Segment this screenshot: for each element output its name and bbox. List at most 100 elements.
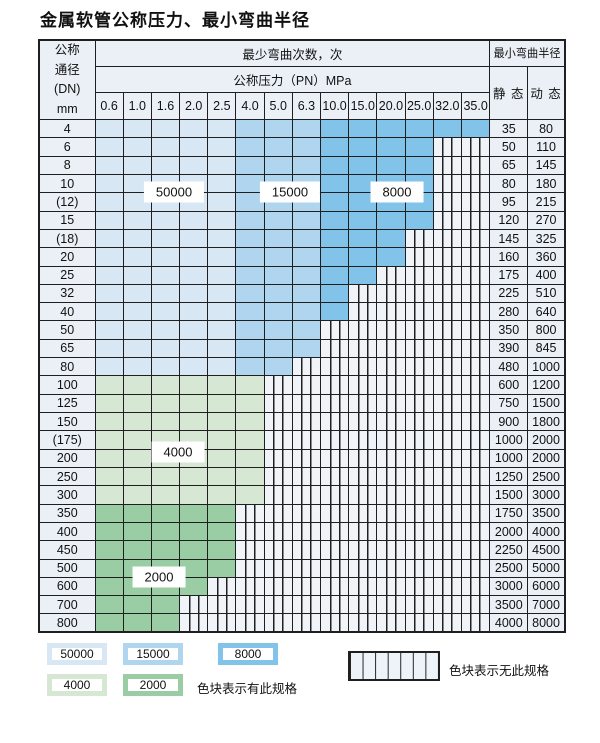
spec-cell-50000 — [122, 302, 152, 322]
spec-cell-15000 — [291, 210, 322, 230]
pressure-value-header: 32.0 — [432, 92, 462, 120]
spec-cell-50000 — [122, 210, 152, 230]
no-spec-cell — [432, 430, 462, 450]
no-spec-cell — [348, 576, 378, 597]
spec-cell-2000 — [150, 613, 181, 633]
no-spec-cell — [319, 485, 350, 505]
no-spec-cell — [460, 265, 491, 285]
no-spec-cell — [319, 466, 350, 487]
no-spec-cell — [432, 192, 462, 212]
dynamic-radius-cell: 800 — [527, 320, 566, 340]
legend-no-spec-text: 色块表示无此规格 — [449, 664, 550, 678]
spec-cell-15000 — [235, 338, 265, 359]
spec-cell-2000 — [150, 595, 181, 615]
no-spec-cell — [404, 320, 434, 340]
static-radius-cell: 3500 — [489, 595, 529, 615]
spec-cell-8000 — [319, 228, 350, 249]
spec-cell-8000 — [376, 228, 406, 249]
dn-cell: 125 — [38, 393, 96, 414]
spec-cell-50000 — [179, 283, 209, 304]
spec-cell-50000 — [150, 302, 181, 322]
no-spec-cell — [263, 558, 293, 578]
spec-cell-15000 — [263, 265, 293, 285]
spec-cell-4000 — [122, 448, 152, 468]
table-header: 公称 通径 (DN) mm 最少弯曲次数，次 最小弯曲半径 公称压力（PN）MP… — [38, 39, 566, 120]
pressure-value-header: 5.0 — [263, 92, 293, 120]
dynamic-radius-cell: 845 — [527, 338, 566, 359]
no-spec-cell — [432, 521, 462, 542]
static-radius-cell: 600 — [489, 375, 529, 395]
spec-cell-8000 — [319, 118, 350, 139]
no-spec-cell — [291, 375, 322, 395]
dn-cell: (175) — [38, 430, 96, 450]
dynamic-radius-cell: 270 — [527, 210, 566, 230]
spec-cell-4000 — [235, 393, 265, 414]
no-spec-cell — [376, 393, 406, 414]
spec-cell-50000 — [94, 192, 124, 212]
static-radius-cell: 390 — [489, 338, 529, 359]
spec-cell-2000 — [207, 521, 237, 542]
spec-cell-4000 — [207, 448, 237, 468]
no-spec-cell — [432, 448, 462, 468]
no-spec-cell — [207, 576, 237, 597]
spec-cell-50000 — [122, 320, 152, 340]
spec-cell-15000 — [291, 302, 322, 322]
no-spec-cell — [460, 375, 491, 395]
no-spec-cell — [376, 338, 406, 359]
no-spec-cell — [376, 302, 406, 322]
spec-cell-4000 — [94, 448, 124, 468]
spec-cell-50000 — [207, 302, 237, 322]
spec-cell-50000 — [207, 155, 237, 175]
spec-cell-15000 — [291, 283, 322, 304]
spec-cell-50000 — [207, 357, 237, 377]
spec-cell-8000 — [348, 247, 378, 267]
spec-cell-50000 — [122, 155, 152, 175]
spec-cell-15000 — [235, 247, 265, 267]
no-spec-cell — [432, 137, 462, 157]
static-radius-cell: 50 — [489, 137, 529, 157]
no-spec-cell — [319, 595, 350, 615]
no-spec-cell — [376, 558, 406, 578]
spec-cell-4000 — [94, 393, 124, 414]
spec-cell-15000 — [235, 302, 265, 322]
no-spec-cell — [348, 613, 378, 633]
spec-cell-4000 — [207, 485, 237, 505]
no-spec-cell — [460, 155, 491, 175]
dynamic-radius-cell: 145 — [527, 155, 566, 175]
pressure-header: 公称压力（PN）MPa — [94, 65, 491, 93]
no-spec-cell — [432, 155, 462, 175]
no-spec-cell — [404, 247, 434, 267]
spec-cell-50000 — [179, 265, 209, 285]
dynamic-radius-cell: 1000 — [527, 357, 566, 377]
static-radius-cell: 120 — [489, 210, 529, 230]
spec-cell-15000 — [235, 320, 265, 340]
no-spec-cell — [432, 393, 462, 414]
dn-cell: 450 — [38, 540, 96, 560]
no-spec-cell — [263, 595, 293, 615]
spec-cell-8000 — [319, 302, 350, 322]
static-radius-cell: 1000 — [489, 448, 529, 468]
no-spec-cell — [432, 283, 462, 304]
spec-cell-15000 — [291, 118, 322, 139]
table-row: 600 3000 6000 — [38, 576, 566, 597]
no-spec-cell — [432, 173, 462, 194]
dn-cell: 400 — [38, 521, 96, 542]
static-radius-cell: 4000 — [489, 613, 529, 633]
no-spec-cell — [319, 393, 350, 414]
spec-cell-8000 — [348, 228, 378, 249]
dn-cell: (12) — [38, 192, 96, 212]
spec-cell-50000 — [122, 137, 152, 157]
spec-cell-2000 — [94, 503, 124, 523]
spec-cell-50000 — [94, 320, 124, 340]
spec-cell-4000 — [179, 485, 209, 505]
no-spec-cell — [319, 503, 350, 523]
no-spec-cell — [460, 192, 491, 212]
no-spec-cell — [404, 430, 434, 450]
table-row: 40 280 640 — [38, 302, 566, 322]
no-spec-cell — [376, 485, 406, 505]
dn-cell: 15 — [38, 210, 96, 230]
no-spec-cell — [263, 576, 293, 597]
spec-cell-8000 — [432, 118, 462, 139]
no-spec-cell — [432, 613, 462, 633]
